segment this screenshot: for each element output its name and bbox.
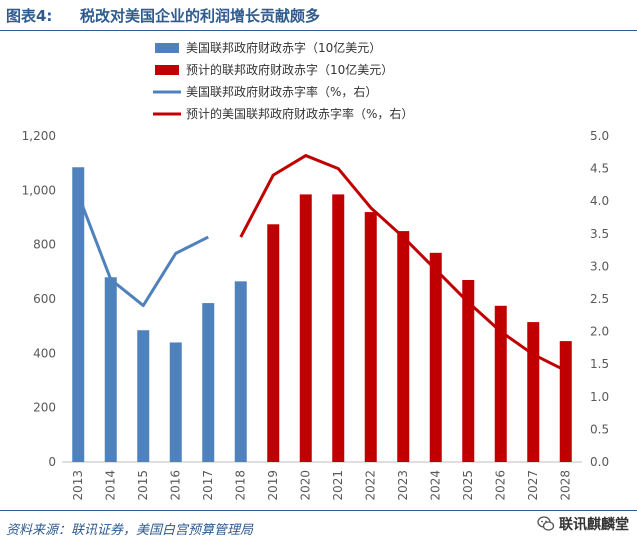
legend-label-1: 美国联邦政府财政赤字（10亿美元）: [186, 40, 381, 55]
bar: [299, 194, 312, 463]
legend-label-2: 预计的联邦政府财政赤字（10亿美元）: [186, 62, 393, 77]
x-tick-label: 2020: [298, 470, 312, 501]
watermark-text: 联讯麒麟堂: [559, 517, 629, 533]
bar: [267, 224, 280, 462]
bar: [494, 305, 507, 462]
bars: [72, 167, 572, 463]
bar: [364, 212, 377, 462]
x-tick-label: 2016: [168, 470, 182, 501]
legend-swatch-2: [155, 65, 179, 75]
bar: [72, 167, 85, 462]
y-right-tick-label: 0.5: [590, 422, 609, 436]
bar: [527, 322, 540, 462]
bar: [397, 231, 410, 462]
bar: [462, 279, 475, 462]
x-tick-label: 2018: [233, 470, 247, 501]
y-left-tick-label: 1,200: [22, 129, 56, 143]
y-left-tick-label: 400: [33, 346, 56, 360]
bar: [234, 281, 247, 462]
series-line: [76, 194, 209, 308]
x-tick-label: 2028: [558, 470, 572, 501]
legend-swatch-1: [155, 43, 179, 53]
bar: [559, 341, 572, 462]
deficit-chart: 美国联邦政府财政赤字（10亿美元） 预计的联邦政府财政赤字（10亿美元） 美国联邦政…: [22, 40, 609, 501]
figure-label: 图表4:: [6, 7, 53, 25]
series-line: [239, 154, 567, 373]
bar: [332, 194, 345, 463]
watermark: 联讯麒麟堂: [537, 514, 629, 534]
bar: [104, 277, 117, 462]
y-left-tick-label: 600: [33, 292, 56, 306]
bar: [429, 252, 442, 462]
legend-label-3: 美国联邦政府财政赤字率（%，右）: [186, 84, 377, 99]
x-tick-label: 2022: [363, 470, 377, 501]
x-tick-label: 2021: [331, 470, 345, 501]
legend-label-4: 预计的美国联邦政府财政赤字率（%，右）: [186, 106, 413, 121]
x-tick-label: 2025: [461, 470, 475, 501]
y-right-tick-label: 2.0: [590, 325, 609, 339]
x-tick-label: 2019: [266, 470, 280, 501]
x-tick-label: 2023: [396, 470, 410, 501]
y-right-tick-label: 0.0: [590, 455, 609, 469]
figure-footer: 资料来源：联讯证券，美国白宫预算管理局 联讯麒麟堂: [0, 510, 637, 548]
y-right-tick-label: 4.5: [590, 162, 609, 176]
y-right-tick-label: 5.0: [590, 129, 609, 143]
bar: [202, 303, 215, 462]
y-right-tick-label: 2.5: [590, 292, 609, 306]
x-tick-label: 2024: [428, 470, 442, 501]
y-right-tick-label: 1.0: [590, 390, 609, 404]
y-left-tick-label: 800: [33, 238, 56, 252]
lines: [76, 154, 567, 373]
x-tick-label: 2013: [71, 470, 85, 501]
bar: [169, 342, 182, 462]
figure-header: 图表4: 税改对美国企业的利润增长贡献颇多: [0, 0, 637, 31]
y-left-tick-label: 200: [33, 401, 56, 415]
y-right-tick-label: 4.0: [590, 194, 609, 208]
source-note: 资料来源：联讯证券，美国白宫预算管理局: [6, 523, 254, 538]
x-tick-label: 2027: [526, 470, 540, 501]
x-tick-label: 2015: [136, 470, 150, 501]
y-left-tick-label: 0: [48, 455, 56, 469]
x-tick-label: 2017: [201, 470, 215, 501]
y-right-tick-label: 1.5: [590, 357, 609, 371]
legend: 美国联邦政府财政赤字（10亿美元） 预计的联邦政府财政赤字（10亿美元） 美国联邦政…: [153, 40, 413, 121]
y-left-tick-label: 1,000: [22, 183, 56, 197]
x-tick-label: 2026: [493, 470, 507, 501]
wechat-icon: [537, 516, 555, 531]
y-right-tick-label: 3.0: [590, 259, 609, 273]
axes: 2013 2014 2015 2016 2017 2018 2019 2020 2021 2022…: [22, 129, 609, 501]
bar: [137, 330, 150, 462]
figure-title: 税改对美国企业的利润增长贡献颇多: [80, 7, 321, 25]
x-tick-label: 2014: [103, 470, 117, 501]
y-right-tick-label: 3.5: [590, 227, 609, 241]
